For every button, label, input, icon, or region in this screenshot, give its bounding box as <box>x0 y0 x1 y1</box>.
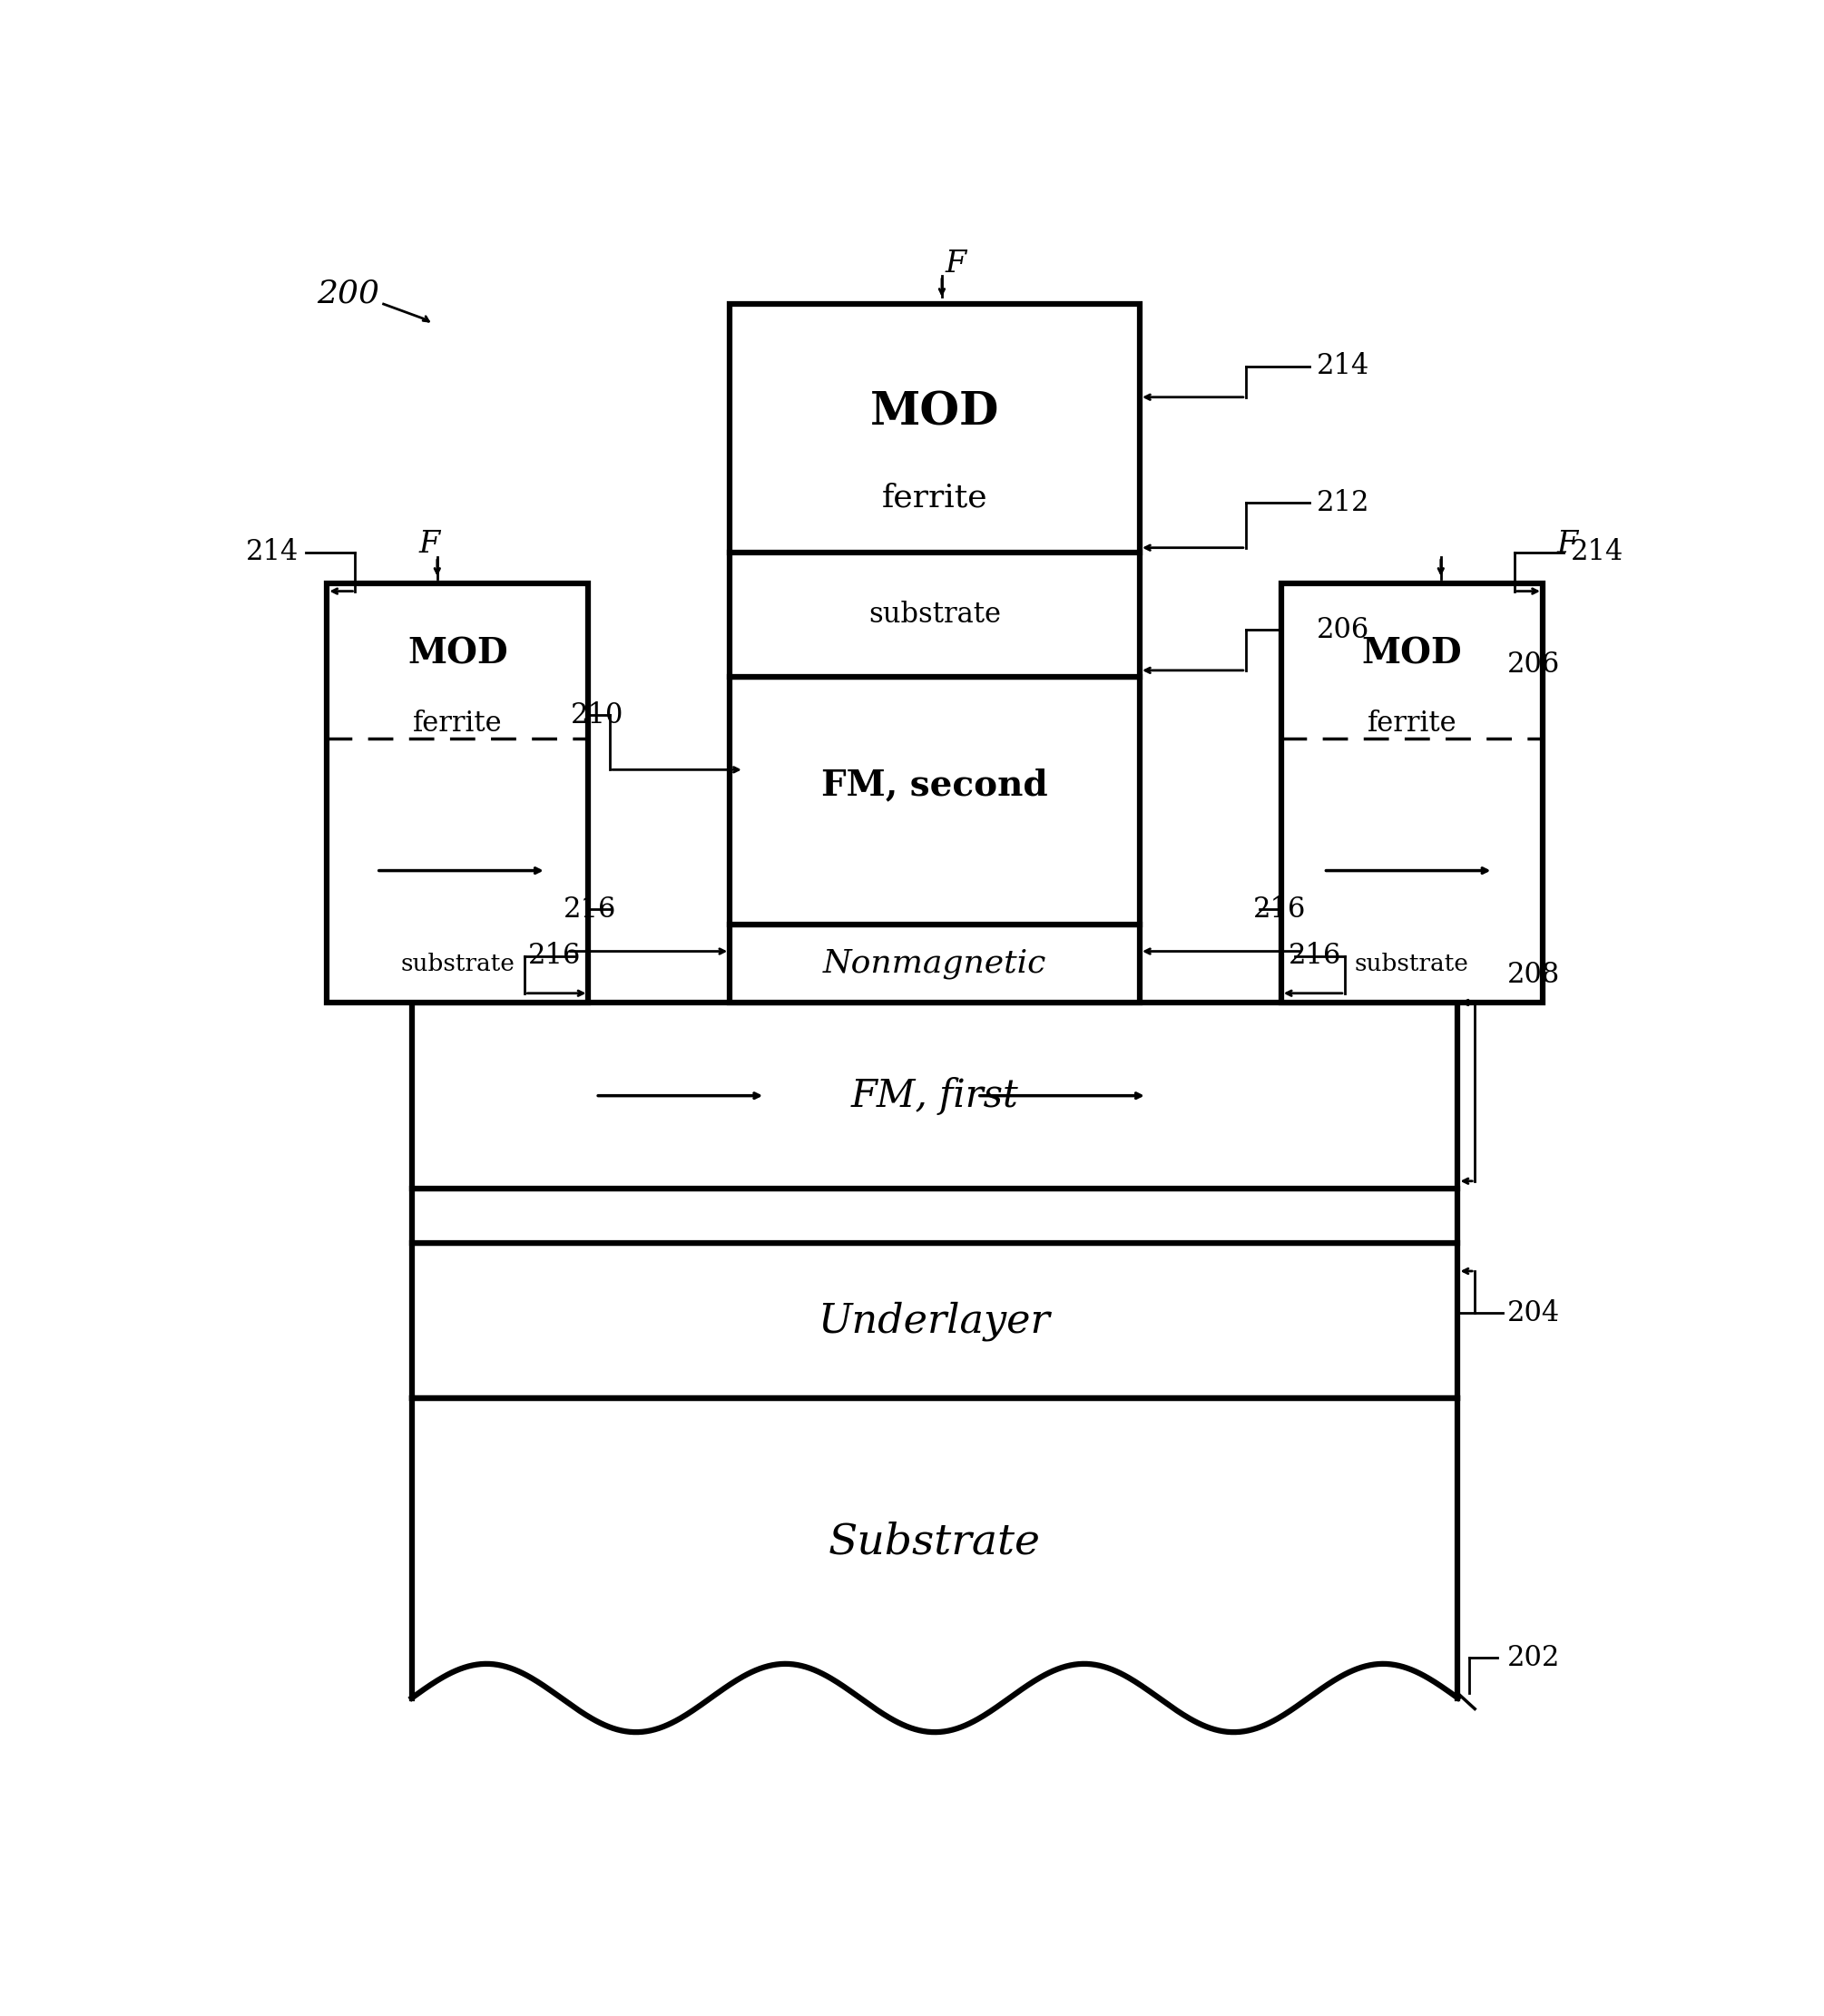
Text: 204: 204 <box>1507 1298 1560 1327</box>
Text: Underlayer: Underlayer <box>819 1300 1051 1341</box>
Text: MOD: MOD <box>407 635 507 671</box>
Text: ferrite: ferrite <box>1368 710 1457 738</box>
Text: F: F <box>945 250 967 278</box>
Text: FM, first: FM, first <box>852 1077 1018 1115</box>
Text: 216: 216 <box>564 895 617 923</box>
Text: 202: 202 <box>1507 1643 1560 1671</box>
Text: FM, second: FM, second <box>821 768 1049 802</box>
Text: MOD: MOD <box>1363 635 1463 671</box>
Text: 214: 214 <box>246 538 299 566</box>
Text: Substrate: Substrate <box>828 1522 1042 1562</box>
Text: 200: 200 <box>317 278 379 308</box>
Polygon shape <box>412 1189 1457 1244</box>
Text: substrate: substrate <box>401 952 514 976</box>
Text: F: F <box>420 530 440 558</box>
Text: MOD: MOD <box>870 391 1000 435</box>
Polygon shape <box>1280 583 1543 1002</box>
Text: ferrite: ferrite <box>881 482 989 514</box>
Text: substrate: substrate <box>1355 952 1468 976</box>
Text: substrate: substrate <box>868 601 1001 629</box>
Text: 212: 212 <box>1317 488 1370 516</box>
Polygon shape <box>412 1002 1457 1189</box>
Text: 216: 216 <box>529 941 582 970</box>
Text: F: F <box>1558 530 1578 558</box>
Polygon shape <box>326 583 589 1002</box>
Polygon shape <box>730 925 1140 1002</box>
Text: 214: 214 <box>1317 353 1370 381</box>
Text: 214: 214 <box>1570 538 1623 566</box>
Text: 216: 216 <box>1253 895 1306 923</box>
Text: 216: 216 <box>1288 941 1341 970</box>
Polygon shape <box>412 1244 1457 1399</box>
Text: 206: 206 <box>1507 649 1560 677</box>
Text: ferrite: ferrite <box>412 710 502 738</box>
Text: Nonmagnetic: Nonmagnetic <box>823 948 1047 980</box>
Text: 210: 210 <box>571 702 624 730</box>
Text: 206: 206 <box>1317 617 1370 643</box>
Polygon shape <box>730 304 1140 677</box>
Polygon shape <box>730 677 1140 925</box>
Text: 208: 208 <box>1507 960 1560 988</box>
